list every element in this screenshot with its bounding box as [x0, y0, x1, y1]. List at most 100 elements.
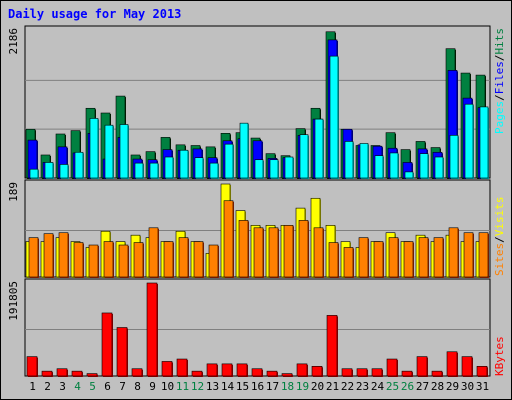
legend-hits-files-pages: Pages/Files/Hits — [493, 28, 506, 134]
bar-pages-10 — [164, 156, 174, 179]
x-tick-label-16: 16 — [251, 380, 264, 393]
bar-sites-6 — [103, 241, 114, 278]
bar-pages-31 — [479, 106, 489, 179]
bar-kbytes-16 — [251, 368, 263, 377]
bar-kbytes-4 — [71, 370, 83, 377]
bar-kbytes-24 — [371, 368, 383, 377]
x-tick-label-30: 30 — [461, 380, 474, 393]
legend-files: Files — [493, 61, 506, 94]
x-tick-label-20: 20 — [311, 380, 324, 393]
bar-sites-17 — [268, 227, 279, 278]
x-tick-label-14: 14 — [221, 380, 235, 393]
bar-pages-3 — [59, 164, 69, 179]
bar-pages-24 — [374, 155, 384, 179]
bar-sites-31 — [478, 232, 489, 278]
legend-hits: Hits — [493, 28, 506, 55]
bar-kbytes-5 — [86, 373, 98, 377]
x-tick-label-2: 2 — [44, 380, 51, 393]
bar-pages-5 — [89, 118, 99, 179]
x-tick-label-4: 4 — [74, 380, 81, 393]
bar-kbytes-13 — [206, 363, 218, 377]
bar-sites-13 — [208, 244, 219, 278]
bar-pages-25 — [389, 152, 399, 179]
bar-sites-5 — [88, 244, 99, 278]
bar-kbytes-10 — [161, 361, 173, 377]
bar-kbytes-3 — [56, 368, 68, 377]
bar-sites-2 — [43, 233, 54, 278]
bar-kbytes-20 — [311, 366, 323, 377]
x-tick-label-19: 19 — [296, 380, 309, 393]
bar-pages-29 — [449, 135, 459, 179]
legend-sep: / — [493, 94, 506, 101]
bar-pages-19 — [299, 134, 309, 179]
chart-title: Daily usage for May 2013 — [8, 7, 182, 21]
bar-kbytes-1 — [26, 356, 38, 377]
bar-kbytes-11 — [176, 358, 188, 377]
x-tick-label-21: 21 — [326, 380, 339, 393]
bar-kbytes-19 — [296, 363, 308, 377]
bar-sites-11 — [178, 237, 189, 278]
bar-pages-9 — [149, 162, 159, 179]
bar-sites-27 — [418, 237, 429, 278]
legend-sep: / — [493, 55, 506, 62]
bar-pages-26 — [404, 171, 414, 179]
bar-sites-25 — [388, 237, 399, 278]
x-tick-label-3: 3 — [59, 380, 66, 393]
bar-pages-23 — [359, 143, 369, 179]
legend-sites: Sites — [493, 243, 506, 276]
x-tick-label-13: 13 — [206, 380, 219, 393]
legend-sep: / — [493, 236, 506, 243]
x-tick-label-1: 1 — [29, 380, 36, 393]
bar-pages-17 — [269, 159, 279, 179]
bar-kbytes-28 — [431, 370, 443, 377]
bar-sites-15 — [238, 220, 249, 278]
bar-sites-8 — [133, 242, 144, 278]
bar-pages-14 — [224, 143, 234, 179]
bar-pages-12 — [194, 157, 204, 179]
bar-pages-1 — [29, 168, 39, 179]
bar-pages-7 — [119, 124, 129, 179]
x-tick-label-10: 10 — [161, 380, 174, 393]
bar-pages-30 — [464, 103, 474, 179]
bar-kbytes-9 — [146, 282, 158, 377]
bar-kbytes-22 — [341, 368, 353, 377]
bar-sites-18 — [283, 225, 294, 278]
bar-pages-22 — [344, 141, 354, 179]
legend-pages: Pages — [493, 101, 506, 134]
bar-kbytes-30 — [461, 356, 473, 377]
bar-pages-27 — [419, 153, 429, 179]
bar-kbytes-14 — [221, 363, 233, 377]
bar-kbytes-18 — [281, 373, 293, 377]
x-tick-label-22: 22 — [341, 380, 354, 393]
bar-pages-18 — [284, 156, 294, 179]
bar-pages-13 — [209, 162, 219, 179]
x-tick-label-29: 29 — [446, 380, 459, 393]
bar-pages-11 — [179, 149, 189, 179]
bar-kbytes-31 — [476, 366, 488, 377]
x-tick-label-11: 11 — [176, 380, 189, 393]
x-tick-label-5: 5 — [89, 380, 96, 393]
x-tick-label-31: 31 — [476, 380, 489, 393]
bar-pages-4 — [74, 151, 84, 179]
bar-kbytes-17 — [266, 370, 278, 377]
bar-pages-8 — [134, 162, 144, 179]
bar-pages-21 — [329, 55, 339, 179]
bar-sites-9 — [148, 227, 159, 278]
bar-sites-1 — [28, 237, 39, 278]
bar-sites-30 — [463, 232, 474, 278]
bar-kbytes-25 — [386, 358, 398, 377]
x-tick-label-26: 26 — [401, 380, 414, 393]
x-tick-label-25: 25 — [386, 380, 399, 393]
ymax-label-hits-files-pages: 2186 — [7, 28, 20, 55]
bar-sites-29 — [448, 227, 459, 278]
bar-kbytes-27 — [416, 356, 428, 377]
bar-pages-28 — [434, 156, 444, 179]
bar-sites-14 — [223, 200, 234, 278]
x-tick-label-9: 9 — [149, 380, 156, 393]
legend-kbytes: KBytes — [493, 336, 506, 376]
bar-sites-3 — [58, 232, 69, 278]
bar-sites-23 — [358, 237, 369, 278]
x-tick-label-18: 18 — [281, 380, 294, 393]
bar-kbytes-7 — [116, 327, 128, 377]
x-tick-label-24: 24 — [371, 380, 385, 393]
